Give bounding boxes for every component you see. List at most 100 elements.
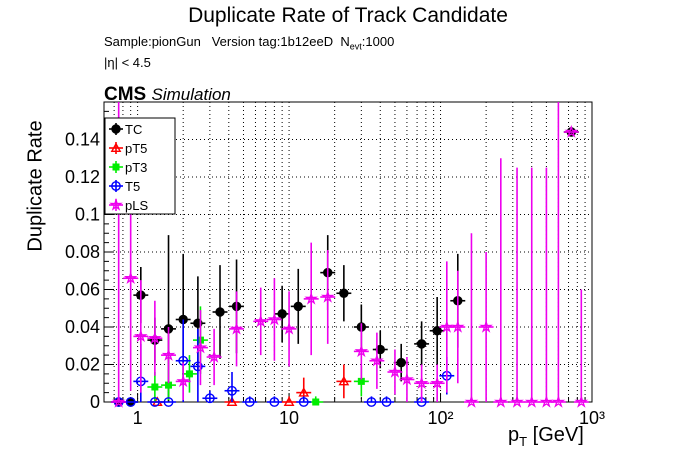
data-point-t5 xyxy=(202,390,218,404)
data-point-marker xyxy=(370,353,384,367)
data-point-pls xyxy=(206,328,222,386)
data-point-marker xyxy=(440,319,454,333)
data-point-marker xyxy=(283,396,295,407)
x-tick-label: 10³ xyxy=(579,408,605,428)
data-point-marker xyxy=(510,394,524,408)
data-point-marker xyxy=(396,357,406,368)
data-point-pt3 xyxy=(147,372,163,402)
legend-label: TC xyxy=(125,122,142,137)
data-point-pt3 xyxy=(308,396,324,406)
data-point-pls xyxy=(538,167,554,408)
legend-entry-pt5: pT5 xyxy=(109,141,147,156)
data-point-pls xyxy=(229,291,244,367)
data-point-marker xyxy=(111,394,126,408)
data-point-marker xyxy=(134,329,148,343)
data-point-pls xyxy=(524,167,540,408)
data-point-marker xyxy=(123,271,138,285)
data-point-pls xyxy=(281,291,297,367)
data-point-marker xyxy=(479,319,493,333)
cms-label: CMS Simulation xyxy=(104,84,231,106)
data-point-pls xyxy=(563,124,579,138)
legend-marker xyxy=(109,197,123,211)
data-point-pls xyxy=(266,278,282,361)
data-point-marker xyxy=(366,397,377,407)
nevt-value: :1000 xyxy=(361,34,395,49)
data-point-pls xyxy=(493,158,509,408)
data-point-marker xyxy=(151,383,159,391)
data-point-t5 xyxy=(161,397,176,407)
data-point-pls xyxy=(253,287,269,356)
data-point-tc xyxy=(393,343,409,382)
data-point-tc xyxy=(290,268,306,344)
legend-marker xyxy=(110,142,122,153)
data-point-marker xyxy=(298,397,309,407)
legend-label: T5 xyxy=(125,179,140,194)
data-point-pls xyxy=(550,102,566,408)
data-point-marker xyxy=(226,396,238,407)
data-point-tc xyxy=(372,330,388,369)
data-point-pt5 xyxy=(336,364,352,399)
data-point-pls xyxy=(414,364,430,402)
data-point-marker xyxy=(244,397,255,407)
x-tick-label: 1 xyxy=(133,408,143,428)
x-tick-label: 10² xyxy=(428,408,454,428)
data-point-pls xyxy=(478,252,494,402)
data-point-marker xyxy=(354,344,369,358)
legend-marker xyxy=(111,124,121,134)
data-point-tc xyxy=(274,285,290,342)
data-point-marker xyxy=(253,314,268,328)
data-point-pls xyxy=(573,289,589,408)
series-pls xyxy=(111,102,589,408)
legend-label: pT5 xyxy=(125,141,147,156)
data-point-pls xyxy=(133,280,149,393)
data-point-marker xyxy=(494,394,508,408)
data-point-marker xyxy=(312,398,320,406)
legend-entry-tc: TC xyxy=(109,122,142,137)
data-point-marker xyxy=(375,344,385,355)
series-tc xyxy=(111,127,579,407)
chart-title: Duplicate Rate of Track Candidate xyxy=(188,4,508,27)
nevt-subscript: evt xyxy=(349,41,362,52)
data-point-tc xyxy=(212,265,228,359)
y-axis-label: Duplicate Rate xyxy=(24,120,47,252)
data-point-pls xyxy=(509,167,525,408)
data-point-marker xyxy=(277,309,287,319)
data-point-marker xyxy=(451,319,465,333)
x-axis-label-sub: T xyxy=(519,434,528,449)
data-point-pls xyxy=(161,327,176,384)
data-point-pls xyxy=(387,349,403,395)
data-point-t5 xyxy=(266,396,282,407)
data-point-t5 xyxy=(379,396,394,407)
data-point-pt5 xyxy=(281,396,297,407)
data-point-tc xyxy=(414,321,430,367)
legend-entry-t5: T5 xyxy=(109,179,140,194)
data-point-marker xyxy=(357,377,365,385)
data-point-pls xyxy=(463,233,479,408)
grid-lines xyxy=(103,102,593,403)
data-point-t5 xyxy=(190,328,206,402)
legend-entry-pt3: pT3 xyxy=(109,160,147,175)
data-point-marker xyxy=(432,326,442,336)
version-label: Version tag:1b12eeD xyxy=(211,34,334,49)
y-tick-label: 0.12 xyxy=(65,167,100,187)
data-point-marker xyxy=(430,376,444,390)
data-point-marker xyxy=(416,339,427,349)
data-point-pls xyxy=(320,250,336,344)
sample-subtitle: Sample:pionGun Version tag:1b12eeD Nevt:… xyxy=(104,34,394,52)
data-point-marker xyxy=(227,385,237,396)
x-tick-label: 10 xyxy=(279,408,299,428)
data-point-t5 xyxy=(242,396,258,407)
x-axis-label-main: p xyxy=(508,424,520,446)
data-point-marker xyxy=(388,364,402,378)
data-point-marker xyxy=(267,312,282,326)
y-tick-label: 0 xyxy=(90,392,100,412)
data-point-t5 xyxy=(147,397,163,407)
y-tick-label: 0.08 xyxy=(65,242,100,262)
data-point-marker xyxy=(207,349,221,363)
data-point-pls xyxy=(303,242,319,356)
data-point-t5 xyxy=(296,396,312,407)
legend: TC pT5 pT3 T5 pLS xyxy=(104,117,176,215)
data-point-marker xyxy=(338,375,350,386)
data-point-marker xyxy=(400,372,414,386)
